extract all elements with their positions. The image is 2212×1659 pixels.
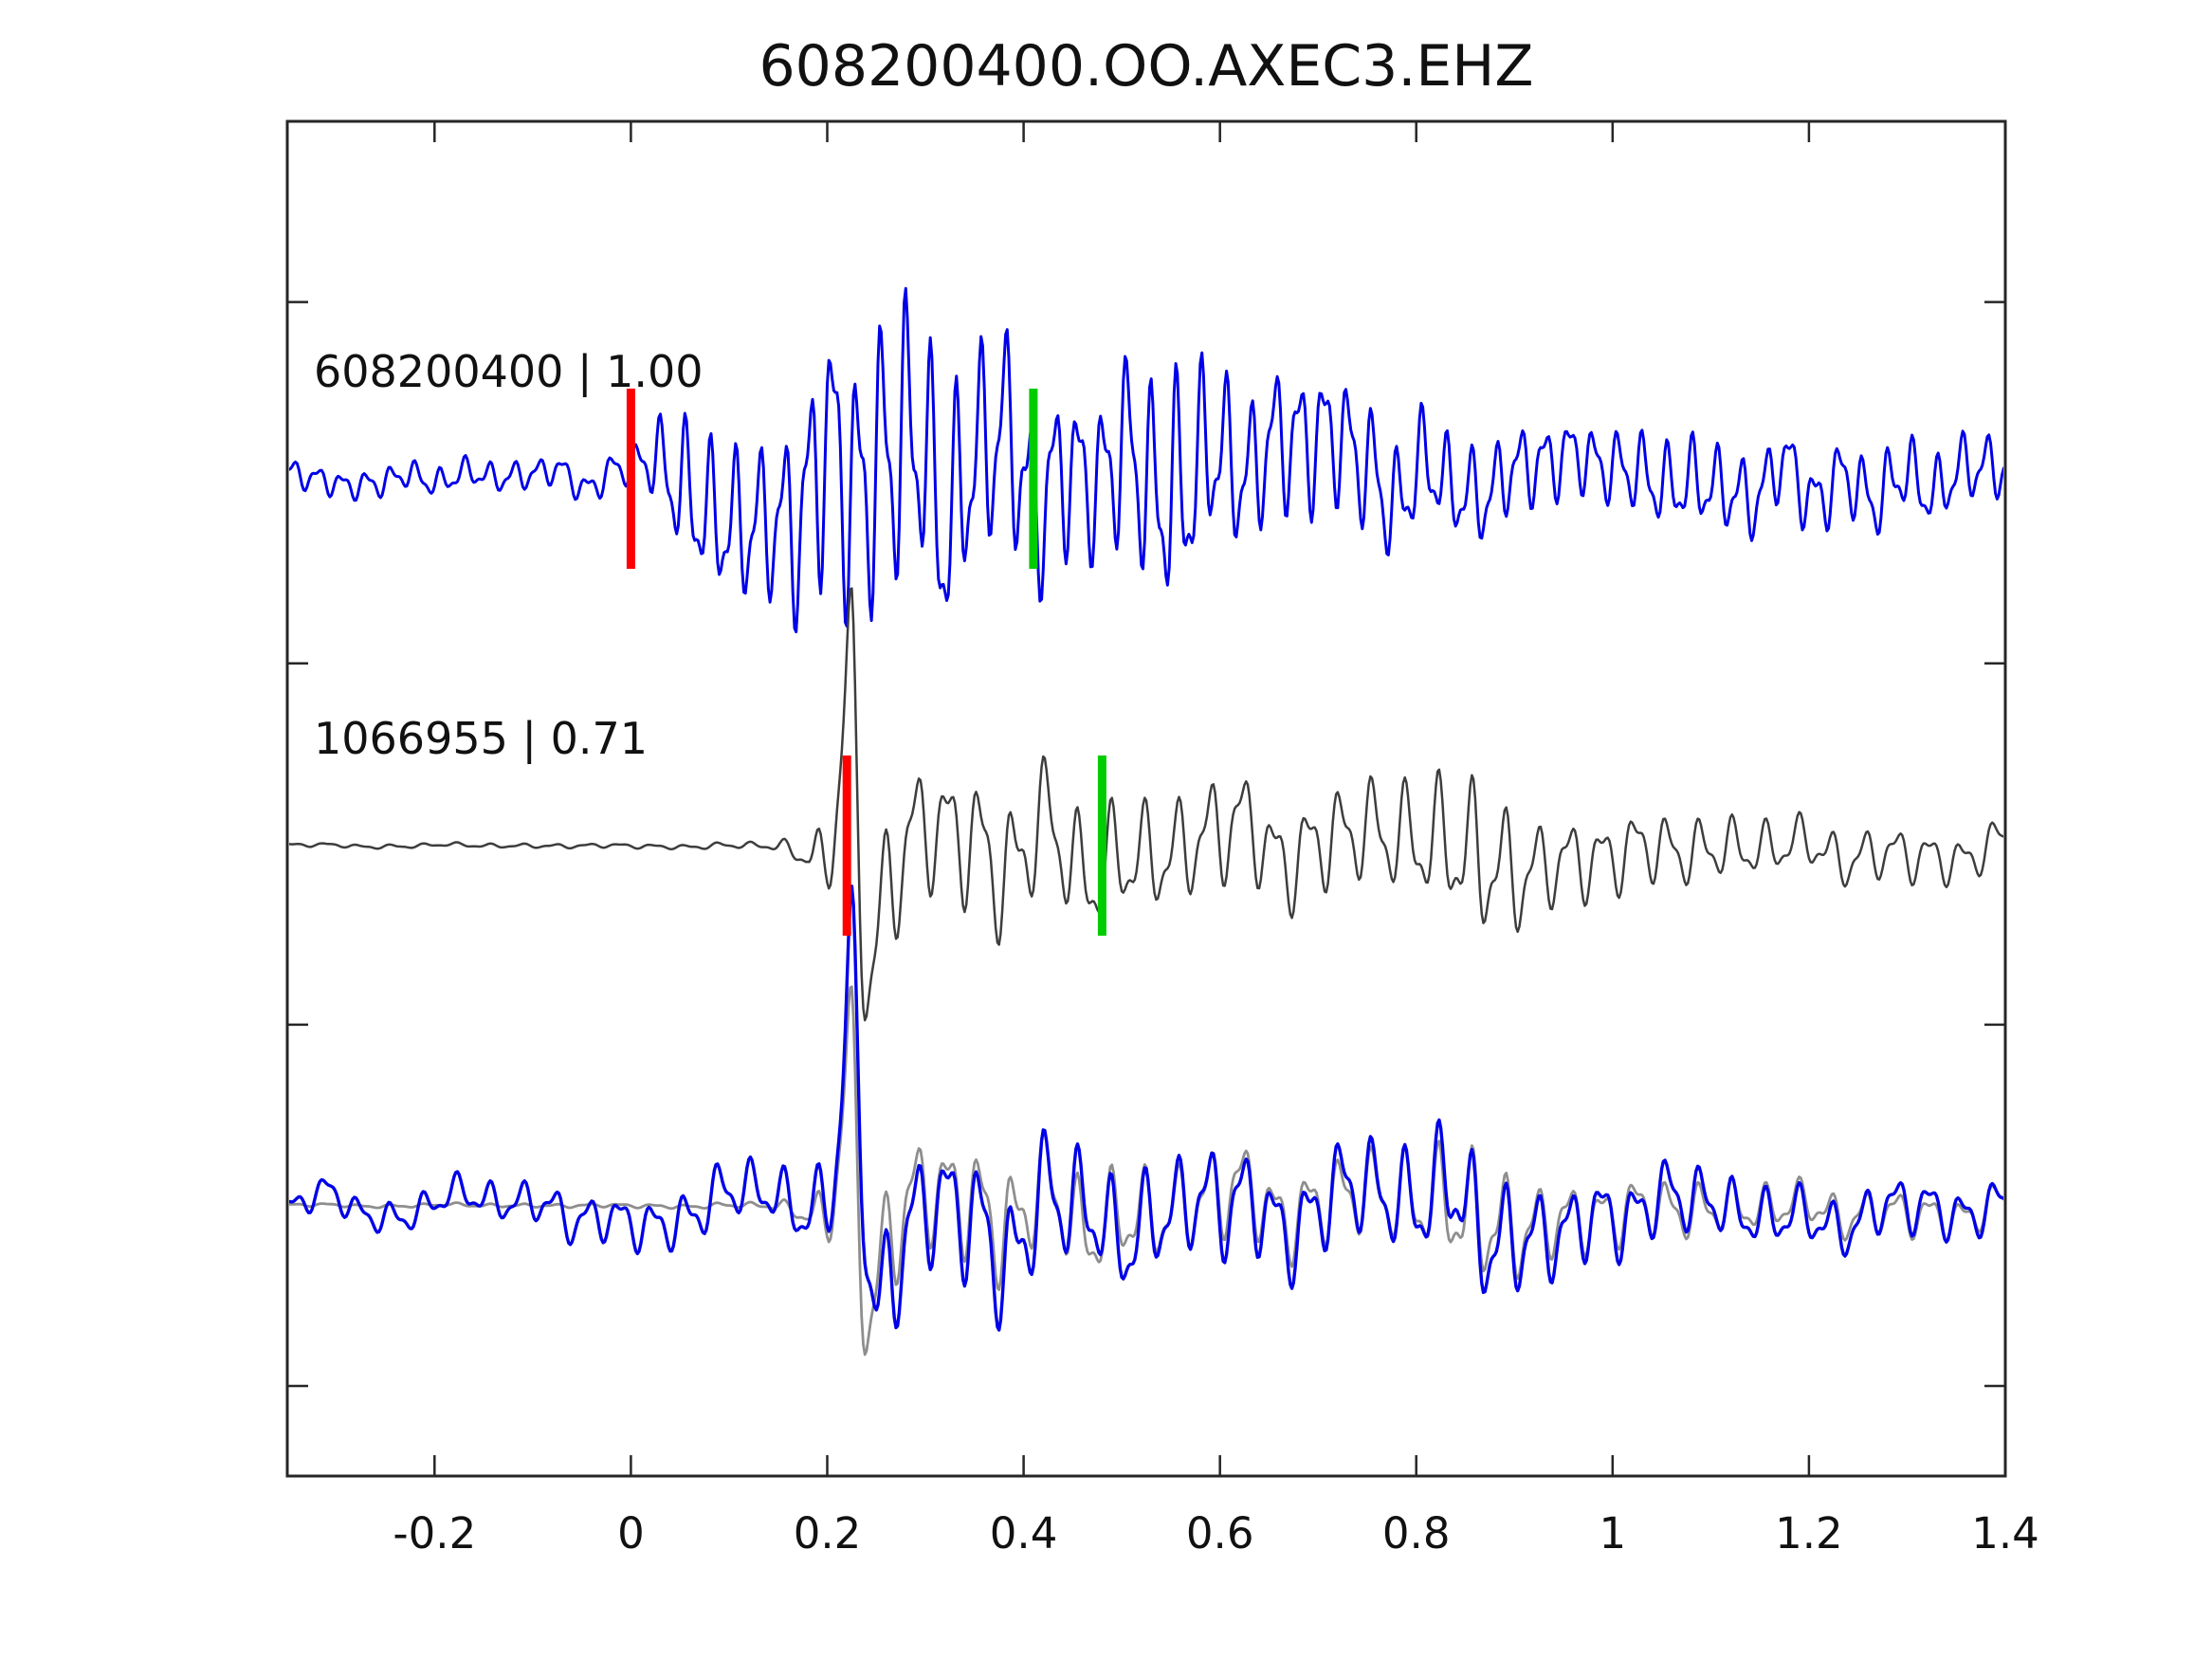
template-waveform [289, 587, 2003, 1022]
chart-title: 608200400.OO.AXEC3.EHZ [759, 33, 1533, 100]
detection-trace-label: 608200400 | 1.00 [314, 346, 704, 398]
x-tick-label: 1.4 [1971, 1508, 2039, 1559]
x-tick-label: -0.2 [393, 1508, 476, 1559]
x-tick-label: 0.4 [990, 1508, 1058, 1559]
plot-frame [285, 119, 2007, 1478]
template-trace-label: 1066955 | 0.71 [314, 713, 648, 765]
detection-trace-red-pick [626, 388, 635, 569]
detection-overlay-waveform [289, 884, 2003, 1332]
waveform-layer [289, 286, 2003, 1357]
template-trace-green-pick [1097, 755, 1106, 936]
detection-waveform [289, 286, 2003, 633]
axis-tick-layer: -0.2 0 0.2 0.4 0.6 0.8 1 1.2 1.4 [287, 121, 2039, 1559]
x-tick-label: 0.6 [1186, 1508, 1254, 1559]
trace-label-layer: 608200400 | 1.00 1066955 | 0.71 [314, 346, 704, 765]
x-tick-label: 0.2 [794, 1508, 862, 1559]
x-tick-label: 0 [617, 1508, 645, 1559]
x-tick-label: 1.2 [1775, 1508, 1843, 1559]
x-tick-label: 0.8 [1382, 1508, 1451, 1559]
template-trace-red-pick [842, 755, 851, 936]
pick-marker-layer [626, 388, 1106, 936]
x-tick-label: 1 [1599, 1508, 1626, 1559]
detection-trace-green-pick [1029, 388, 1038, 569]
